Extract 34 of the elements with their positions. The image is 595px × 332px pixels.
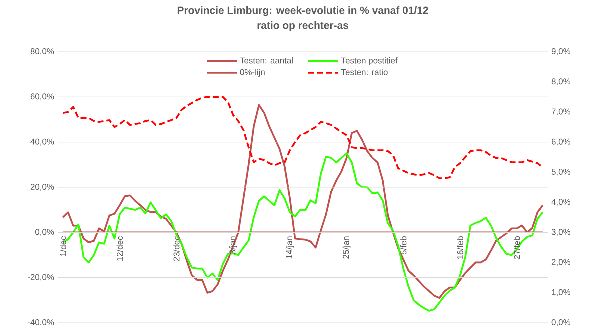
y-tick-label: -40,0% (28, 320, 54, 326)
y2-tick-label: 3,0% (552, 229, 571, 236)
y2-tick-label: 6,0% (552, 138, 571, 146)
x-tick-label: 27/feb (514, 236, 520, 260)
y2-tick-label: 5,0% (552, 168, 571, 176)
y2-tick-label: 0,0% (552, 320, 571, 326)
y2-tick-label: 4,0% (552, 199, 571, 206)
chart-subtitle: ratio op rechter-as (258, 22, 348, 32)
y2-tick-label: 8,0% (552, 78, 571, 86)
y2-tick-label: 9,0% (552, 48, 571, 56)
x-tick-label: 14/jan (286, 236, 294, 259)
line-series (62, 152, 544, 312)
y-tick-label: 20,0% (30, 184, 54, 191)
legend-label: 0%-lijn (240, 69, 265, 78)
x-tick-label: 23/dec (174, 236, 180, 262)
x-tick-label: 25/jan (342, 236, 351, 259)
x-tick-label: 3/jan (229, 236, 238, 254)
y-tick-label: 0,0% (36, 229, 54, 236)
chart-title: Provincie Limburg: week-evolutie in % vanaf 01/12 (178, 6, 428, 16)
y-tick-label: -20,0% (28, 274, 54, 282)
x-tick-label: 5/feb (400, 236, 407, 255)
legend-label: Testen: ratio (341, 69, 388, 76)
y-tick-label: 60,0% (30, 94, 54, 101)
legend-label: Testen postitief (341, 58, 398, 66)
x-tick-label: 16/feb (457, 236, 464, 260)
legend-label: Testen: aantal (240, 58, 293, 64)
y2-tick-label: 1,0% (552, 289, 571, 296)
y2-tick-label: 7,0% (552, 108, 571, 116)
y-tick-label: 80,0% (30, 48, 54, 56)
y-tick-label: 40,0% (30, 138, 54, 146)
y2-tick-label: 2,0% (552, 259, 571, 266)
x-tick-label: 12/dec (116, 236, 124, 261)
x-tick-label: 1/dec (60, 236, 66, 256)
line-series (62, 104, 544, 300)
